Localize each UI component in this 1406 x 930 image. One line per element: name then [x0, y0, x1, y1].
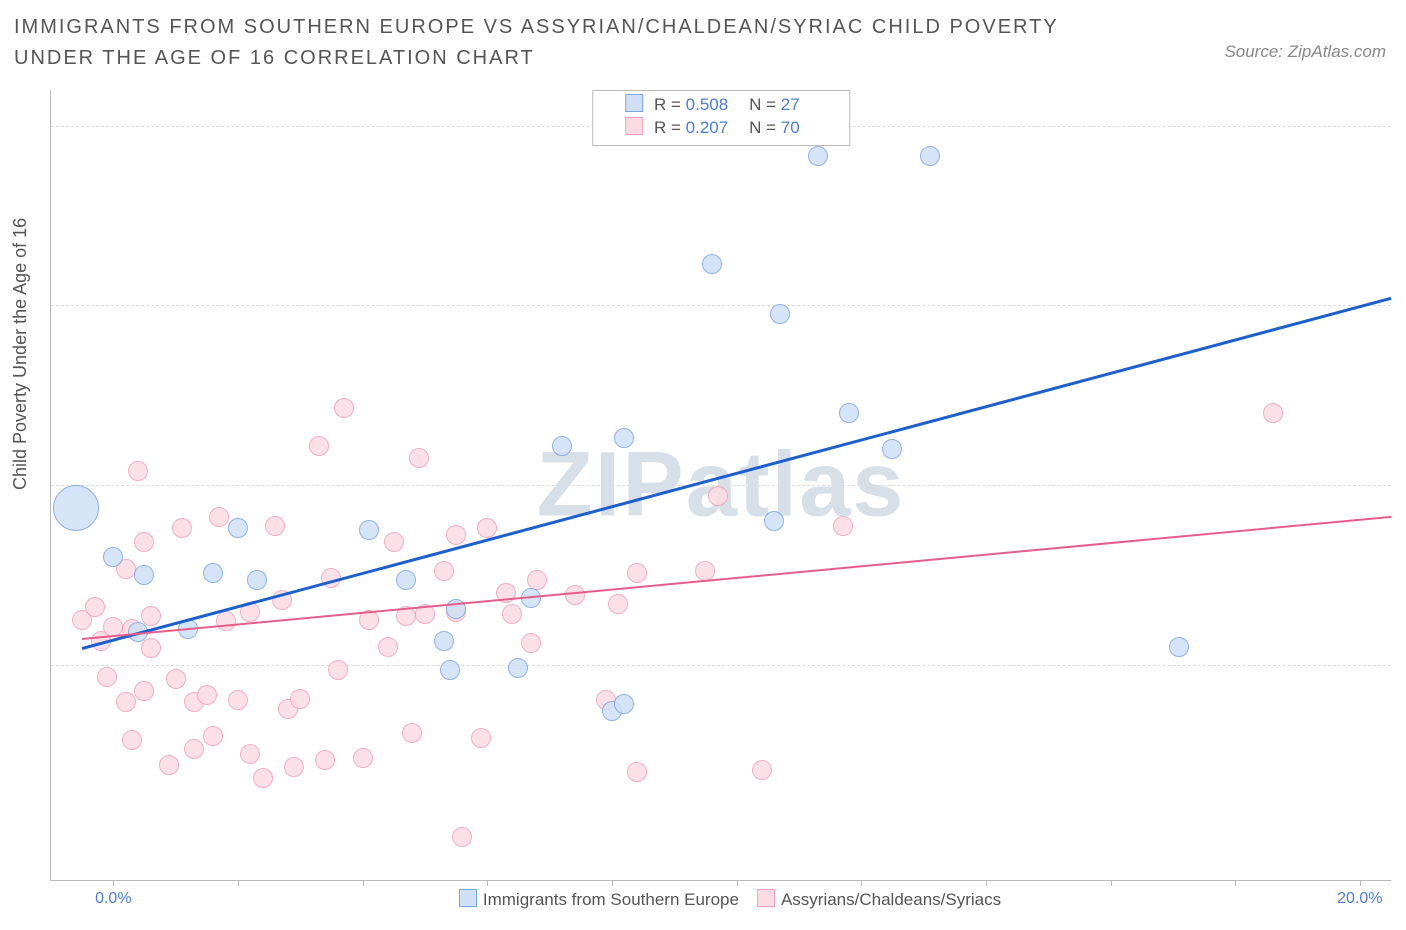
data-point-southern_europe [53, 485, 99, 531]
data-point-assyrians [471, 728, 491, 748]
data-point-assyrians [708, 486, 728, 506]
data-point-assyrians [284, 757, 304, 777]
data-point-assyrians [402, 723, 422, 743]
data-point-assyrians [172, 518, 192, 538]
data-point-southern_europe [764, 511, 784, 531]
data-point-assyrians [521, 633, 541, 653]
x-tick-label: 20.0% [1337, 890, 1382, 908]
data-point-assyrians [197, 685, 217, 705]
data-point-assyrians [141, 638, 161, 658]
x-tick [1111, 880, 1112, 886]
x-tick [861, 880, 862, 886]
x-tick [238, 880, 239, 886]
legend-label-southern_europe: Immigrants from Southern Europe [483, 890, 739, 909]
data-point-assyrians [315, 750, 335, 770]
x-tick [113, 880, 114, 886]
data-point-assyrians [122, 730, 142, 750]
data-point-assyrians [446, 525, 466, 545]
gridline [51, 665, 1391, 666]
data-point-assyrians [253, 768, 273, 788]
x-tick-label: 0.0% [95, 890, 131, 908]
data-point-southern_europe [808, 146, 828, 166]
data-point-assyrians [452, 827, 472, 847]
data-point-assyrians [608, 594, 628, 614]
y-tick-label: 10.0% [1396, 656, 1406, 674]
data-point-southern_europe [882, 439, 902, 459]
data-point-assyrians [209, 507, 229, 527]
data-point-southern_europe [228, 518, 248, 538]
data-point-assyrians [833, 516, 853, 536]
data-point-southern_europe [396, 570, 416, 590]
data-point-assyrians [203, 726, 223, 746]
data-point-southern_europe [770, 304, 790, 324]
data-point-southern_europe [614, 694, 634, 714]
data-point-assyrians [627, 563, 647, 583]
data-point-assyrians [309, 436, 329, 456]
data-point-assyrians [502, 604, 522, 624]
data-point-assyrians [434, 561, 454, 581]
data-point-southern_europe [839, 403, 859, 423]
data-point-assyrians [128, 461, 148, 481]
x-tick [1235, 880, 1236, 886]
legend-swatch-assyrians [757, 889, 775, 907]
data-point-southern_europe [134, 565, 154, 585]
data-point-southern_europe [508, 658, 528, 678]
data-point-assyrians [353, 748, 373, 768]
data-point-assyrians [184, 739, 204, 759]
data-point-southern_europe [614, 428, 634, 448]
data-point-assyrians [477, 518, 497, 538]
data-point-assyrians [97, 667, 117, 687]
data-point-assyrians [627, 762, 647, 782]
data-point-southern_europe [440, 660, 460, 680]
y-tick-label: 20.0% [1396, 476, 1406, 494]
data-point-assyrians [384, 532, 404, 552]
stats-legend: R = 0.508 N = 27 R = 0.207 N = 70 [592, 90, 850, 146]
y-tick-label: 30.0% [1396, 296, 1406, 314]
gridline [51, 305, 1391, 306]
legend-swatch-southern_europe [459, 889, 477, 907]
data-point-southern_europe [552, 436, 572, 456]
data-point-assyrians [334, 398, 354, 418]
y-tick-label: 40.0% [1396, 117, 1406, 135]
trendline-southern_europe [82, 297, 1391, 650]
series-legend: Immigrants from Southern Europe Assyrians… [51, 889, 1391, 910]
data-point-assyrians [240, 744, 260, 764]
data-point-assyrians [159, 755, 179, 775]
data-point-assyrians [378, 637, 398, 657]
scatter-plot: ZIPatlas R = 0.508 N = 27 R = 0.207 N = … [50, 90, 1391, 881]
x-tick [612, 880, 613, 886]
data-point-assyrians [1263, 403, 1283, 423]
data-point-southern_europe [247, 570, 267, 590]
data-point-southern_europe [920, 146, 940, 166]
data-point-southern_europe [103, 547, 123, 567]
chart-title: IMMIGRANTS FROM SOUTHERN EUROPE VS ASSYR… [14, 12, 1134, 74]
x-tick [737, 880, 738, 886]
y-axis-label: Child Poverty Under the Age of 16 [10, 218, 31, 490]
data-point-assyrians [409, 448, 429, 468]
data-point-assyrians [228, 690, 248, 710]
x-tick [1360, 880, 1361, 886]
data-point-assyrians [216, 611, 236, 631]
x-tick [363, 880, 364, 886]
data-point-assyrians [328, 660, 348, 680]
data-point-assyrians [134, 681, 154, 701]
data-point-assyrians [290, 689, 310, 709]
x-tick [487, 880, 488, 886]
data-point-assyrians [134, 532, 154, 552]
data-point-assyrians [166, 669, 186, 689]
stats-row-assyrians: R = 0.207 N = 70 [607, 117, 835, 140]
source-credit: Source: ZipAtlas.com [1224, 42, 1386, 62]
legend-label-assyrians: Assyrians/Chaldeans/Syriacs [781, 890, 1001, 909]
data-point-southern_europe [702, 254, 722, 274]
data-point-southern_europe [203, 563, 223, 583]
data-point-southern_europe [359, 520, 379, 540]
data-point-assyrians [116, 692, 136, 712]
data-point-southern_europe [1169, 637, 1189, 657]
data-point-assyrians [752, 760, 772, 780]
data-point-assyrians [265, 516, 285, 536]
x-tick [986, 880, 987, 886]
data-point-assyrians [85, 597, 105, 617]
data-point-southern_europe [434, 631, 454, 651]
stats-row-southern_europe: R = 0.508 N = 27 [607, 94, 835, 117]
